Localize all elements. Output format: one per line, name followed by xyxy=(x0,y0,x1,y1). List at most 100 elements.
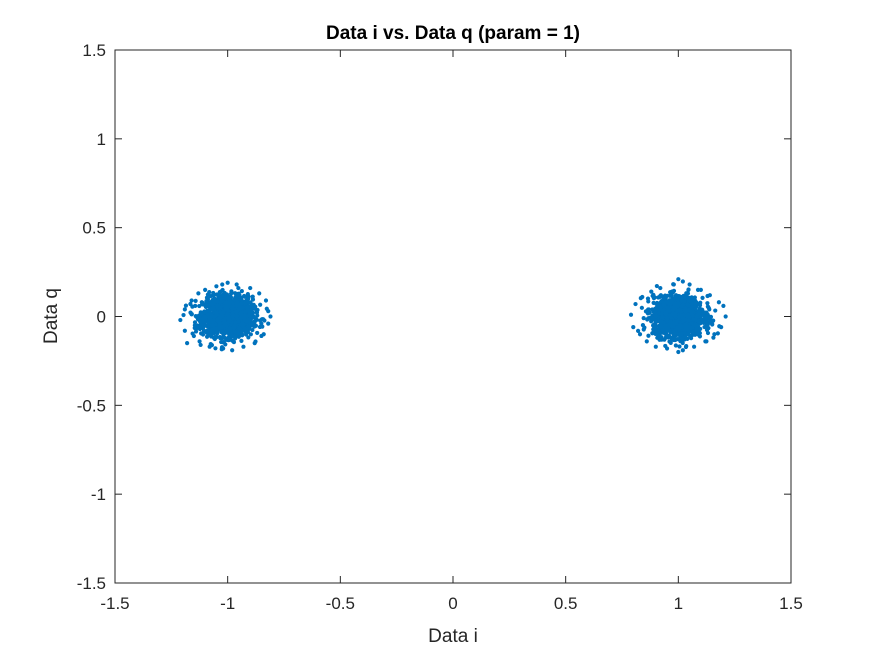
scatter-point xyxy=(219,328,224,333)
chart-title: Data i vs. Data q (param = 1) xyxy=(326,23,580,44)
scatter-point xyxy=(191,333,196,339)
scatter-point xyxy=(230,348,235,353)
scatter-point xyxy=(260,324,265,329)
scatter-point xyxy=(219,288,224,294)
scatter-point xyxy=(250,327,255,333)
scatter-point xyxy=(708,318,713,323)
scatter-point xyxy=(657,337,663,342)
scatter-point xyxy=(240,322,245,327)
scatter-point xyxy=(251,315,256,320)
scatter-point xyxy=(695,329,700,334)
scatter-point xyxy=(673,305,678,310)
scatter-point xyxy=(212,314,217,319)
scatter-point xyxy=(641,316,646,321)
scatter-point xyxy=(235,300,240,305)
scatter-point xyxy=(239,338,244,344)
scatter-point xyxy=(660,315,665,320)
scatter-point xyxy=(711,335,716,340)
scatter-point xyxy=(683,322,688,328)
scatter-point xyxy=(240,305,245,310)
scatter-point xyxy=(705,301,710,306)
x-tick-label: 0.5 xyxy=(554,594,578,613)
scatter-point xyxy=(693,306,698,312)
scatter-point xyxy=(649,289,654,294)
scatter-point xyxy=(668,301,673,306)
scatter-point xyxy=(232,326,237,331)
scatter-point xyxy=(223,323,229,328)
scatter-point xyxy=(227,301,232,306)
scatter-point xyxy=(653,344,658,349)
scatter-point xyxy=(679,313,684,318)
scatter-point xyxy=(188,301,193,307)
scatter-point xyxy=(651,300,656,305)
scatter-point xyxy=(223,342,228,347)
scatter-point xyxy=(210,307,215,312)
scatter-point xyxy=(646,299,651,304)
scatter-point xyxy=(202,319,207,324)
scatter-point xyxy=(234,282,239,287)
scatter-point xyxy=(646,307,651,312)
scatter-point xyxy=(665,306,671,311)
scatter-point xyxy=(213,346,218,351)
x-tick-label: -1 xyxy=(220,594,235,613)
scatter-point xyxy=(178,317,183,323)
scatter-point xyxy=(266,309,271,314)
scatter-point xyxy=(723,314,728,319)
scatter-point xyxy=(224,300,229,305)
scatter-point xyxy=(247,317,252,322)
scatter-point xyxy=(679,331,684,336)
scatter-point xyxy=(687,315,692,320)
scatter-point xyxy=(637,332,643,337)
scatter-point xyxy=(691,296,696,302)
scatter-point xyxy=(203,302,208,308)
scatter-point xyxy=(233,309,238,314)
scatter-point xyxy=(203,309,208,315)
scatter-point xyxy=(207,332,212,337)
scatter-point xyxy=(224,303,229,308)
scatter-point xyxy=(218,310,223,315)
scatter-point xyxy=(654,306,659,311)
scatter-point xyxy=(664,311,669,316)
scatter-point xyxy=(680,302,685,308)
scatter-point xyxy=(686,318,691,323)
scatter-point xyxy=(230,306,235,311)
scatter-point xyxy=(207,290,212,295)
scatter-point xyxy=(654,301,660,306)
scatter-point xyxy=(222,290,227,296)
scatter-point xyxy=(192,320,198,325)
scatter-point xyxy=(682,299,687,304)
y-tick-label: 1.5 xyxy=(82,41,106,60)
scatter-point xyxy=(676,293,681,299)
scatter-point xyxy=(719,325,724,330)
scatter-point xyxy=(229,333,235,338)
scatter-point xyxy=(697,308,703,313)
scatter-point xyxy=(678,308,683,313)
scatter-point xyxy=(703,339,708,344)
scatter-point xyxy=(698,287,703,292)
scatter-point xyxy=(188,310,193,315)
scatter-point xyxy=(255,330,260,336)
scatter-point xyxy=(219,324,225,330)
scatter-point xyxy=(686,327,691,332)
scatter-point xyxy=(681,318,686,324)
scatter-point xyxy=(192,325,197,331)
scatter-point xyxy=(243,309,248,314)
scatter-point xyxy=(672,314,678,319)
scatter-point xyxy=(210,301,216,307)
scatter-point xyxy=(664,315,669,321)
scatter-point xyxy=(671,282,676,287)
y-tick-label: -0.5 xyxy=(77,396,106,415)
scatter-point xyxy=(212,326,217,331)
scatter-point xyxy=(246,335,251,340)
scatter-point xyxy=(219,339,224,345)
scatter-point xyxy=(205,328,210,333)
scatter-point xyxy=(655,331,660,336)
scatter-point xyxy=(664,346,670,351)
x-tick-label: -1.5 xyxy=(100,594,129,613)
scatter-point xyxy=(244,327,249,333)
scatter-point xyxy=(676,349,681,355)
scatter-point xyxy=(209,328,214,333)
scatter-point xyxy=(247,321,253,326)
scatter-point xyxy=(232,297,237,303)
scatter-point xyxy=(663,293,668,298)
